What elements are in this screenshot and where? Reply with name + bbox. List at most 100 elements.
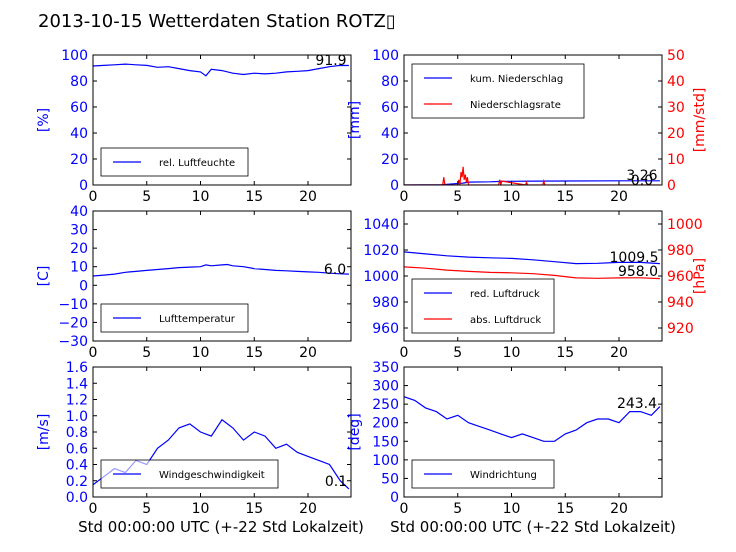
x-tick-label: 10 [192,345,210,361]
x-tick-label: 0 [89,189,98,205]
y-tick-label: 960 [372,321,399,337]
x-tick-label: 10 [192,501,210,517]
y-tick-label: 80 [381,74,399,90]
y-tick-label: 350 [372,360,399,376]
series-line-1 [93,63,349,77]
x-tick-label: 20 [299,189,317,205]
x-axis-label-right: Std 00:00:00 UTC (+-22 Std Lokalzeit) [390,518,676,536]
x-tick-label: 20 [610,501,628,517]
y-tick-label: −30 [58,334,88,350]
figure-title: 2013-10-15 Wetterdaten Station ROTZ▯ [38,11,396,32]
y-right-tick-label: 30 [667,100,685,116]
x-tick-label: 0 [400,501,409,517]
y-axis-label: [mm] [347,101,363,139]
x-tick-label: 5 [453,501,462,517]
y-tick-label: 1.0 [66,409,88,425]
x-tick-label: 20 [610,345,628,361]
x-tick-label: 20 [299,345,317,361]
latest-value-label: 91.9 [315,53,346,69]
latest-value-label: 958.0 [618,264,658,280]
y-right-tick-label: 920 [667,321,694,337]
x-tick-label: 5 [142,189,151,205]
y-right-tick-label: 960 [667,269,694,285]
y-tick-label: 250 [372,397,399,413]
y-tick-label: −20 [58,315,88,331]
x-tick-label: 15 [245,501,263,517]
y-tick-label: 980 [372,295,399,311]
legend-box [411,63,585,119]
series-line-1 [404,180,660,185]
legend-label: kum. Niederschlag [470,74,563,85]
y-tick-label: 40 [70,126,88,142]
x-tick-label: 15 [556,189,574,205]
chart-panel-1: 0 5 10 15 20 0 20 40 60 80 100 [%] rel. Luftfeuchte 9… [36,48,352,205]
latest-value-label: 3.26 [626,168,657,184]
chart-panel-5: 0 5 10 15 20 0.00.20.40.60.81.01.21.41.6 [m/s]… [36,360,352,517]
x-tick-label: 5 [453,345,462,361]
y-right-tick-label: 980 [667,243,694,259]
latest-value-label: 1009.5 [610,250,659,266]
y-tick-label: 1000 [363,269,399,285]
x-tick-label: 10 [503,345,521,361]
latest-value-label: 0.1 [325,474,347,490]
y-tick-label: 40 [70,204,88,220]
y-tick-label: 30 [70,223,88,239]
y-tick-label: 50 [381,471,399,487]
x-tick-label: 15 [556,345,574,361]
legend-label: Lufttemperatur [159,314,236,325]
y-tick-label: 1.6 [66,360,88,376]
y-tick-label: 1040 [363,217,399,233]
y-axis-label-right: [hPa] [692,258,708,294]
y-tick-label: 0.2 [66,474,88,490]
y-right-tick-label: 50 [667,48,685,64]
x-tick-label: 10 [192,189,210,205]
x-tick-label: 0 [89,345,98,361]
y-tick-label: 20 [70,152,88,168]
latest-value-label: 6.0 [324,262,346,278]
legend-label: rel. Luftfeuchte [159,158,235,169]
y-axis-label: [deg] [347,413,363,450]
y-right-tick-label: 1000 [667,217,703,233]
x-tick-label: 0 [400,345,409,361]
legend-label: Windgeschwindigkeit [159,470,265,481]
y-tick-label: 20 [381,152,399,168]
y-right-tick-label: 20 [667,126,685,142]
y-tick-label: 0.4 [66,458,88,474]
series-line-1 [404,396,661,442]
x-tick-label: 15 [556,501,574,517]
chart-panel-4: 0 5 10 15 20 960 980 1000 1020 1040 920 940 960 980 10… [363,210,708,361]
y-tick-label: 100 [372,48,399,64]
y-right-tick-label: 940 [667,295,694,311]
legend-label: abs. Luftdruck [470,315,541,326]
x-tick-label: 0 [400,189,409,205]
x-tick-label: 20 [299,501,317,517]
y-axis-label: [m/s] [36,414,52,451]
plot-frame [403,366,663,498]
x-tick-label: 5 [453,189,462,205]
x-tick-label: 15 [245,189,263,205]
y-tick-label: 200 [372,416,399,432]
y-tick-label: 0 [79,178,88,194]
y-tick-label: 60 [381,100,399,116]
y-tick-label: 0.6 [66,441,88,457]
plot-frame [92,210,352,342]
x-tick-label: 15 [245,345,263,361]
y-tick-label: 0.0 [66,490,88,506]
latest-value-label: 243.4 [617,396,657,412]
y-tick-label: 100 [61,48,88,64]
y-tick-label: 80 [70,74,88,90]
x-axis-label-left: Std 00:00:00 UTC (+-22 Std Lokalzeit) [78,518,364,536]
y-tick-label: 1020 [363,243,399,259]
y-tick-label: 60 [70,100,88,116]
legend-label: Niederschlagsrate [470,100,561,111]
y-tick-label: 20 [70,241,88,257]
y-tick-label: −10 [58,297,88,313]
chart-panel-3: 0 5 10 15 20 −30 −20 −10 0 10 20 30 40 [C] Lufttempera… [36,204,352,361]
y-tick-label: 0.8 [66,425,88,441]
x-tick-label: 10 [503,189,521,205]
y-tick-label: 40 [381,126,399,142]
y-axis-label-right: [mm/std] [692,88,708,153]
chart-panel-2: 0 5 10 15 20 0 20 40 60 80 100 0 10 20 30 40 50 [mm] [mm/s… [347,48,708,205]
y-right-tick-label: 0 [667,178,676,194]
